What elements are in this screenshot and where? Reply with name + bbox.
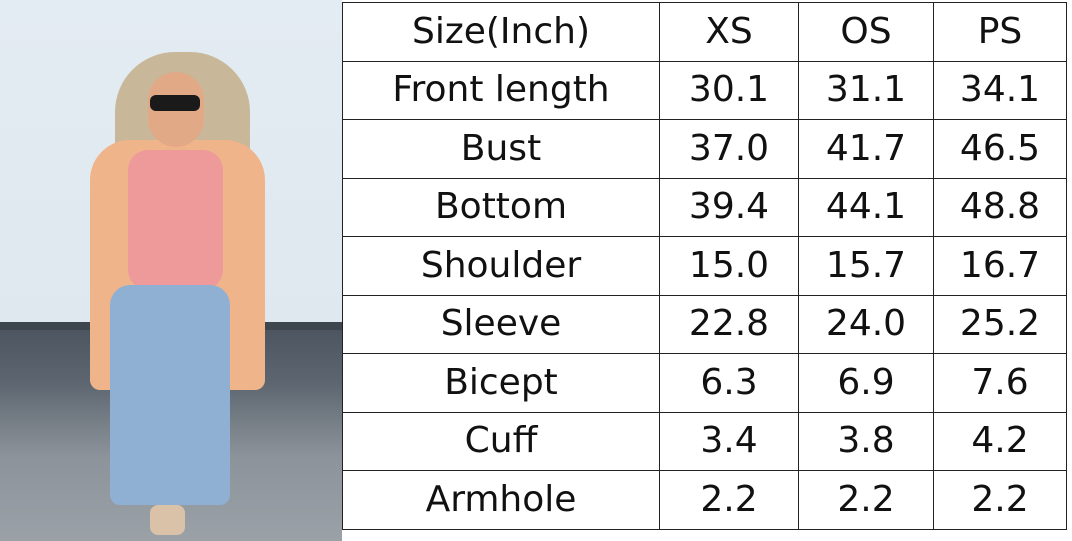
cell-os: 44.1 — [798, 177, 934, 237]
row-label: Bust — [342, 119, 660, 179]
cell-xs: 3.4 — [659, 411, 799, 471]
table-header-row: Size(Inch) XS OS PS — [342, 2, 1067, 62]
cell-ps: 46.5 — [933, 119, 1067, 179]
cell-xs: 22.8 — [659, 294, 799, 354]
table-row: Front length 30.1 31.1 34.1 — [342, 60, 1067, 120]
cell-os: 41.7 — [798, 119, 934, 179]
cell-xs: 39.4 — [659, 177, 799, 237]
header-size-xs: XS — [659, 2, 799, 62]
table-row: Shoulder 15.0 15.7 16.7 — [342, 236, 1067, 296]
row-label: Bicept — [342, 353, 660, 413]
row-label: Bottom — [342, 177, 660, 237]
cell-ps: 16.7 — [933, 236, 1067, 296]
header-size-os: OS — [798, 2, 934, 62]
shoes — [150, 505, 185, 535]
floral-top — [128, 150, 223, 290]
cell-os: 24.0 — [798, 294, 934, 354]
cell-ps: 2.2 — [933, 470, 1067, 530]
row-label: Sleeve — [342, 294, 660, 354]
product-photo — [0, 0, 342, 541]
header-size-ps: PS — [933, 2, 1067, 62]
table-row: Armhole 2.2 2.2 2.2 — [342, 470, 1067, 530]
cell-os: 15.7 — [798, 236, 934, 296]
cell-xs: 6.3 — [659, 353, 799, 413]
row-label: Front length — [342, 60, 660, 120]
cell-xs: 37.0 — [659, 119, 799, 179]
table-row: Sleeve 22.8 24.0 25.2 — [342, 294, 1067, 354]
sunglasses — [150, 95, 200, 111]
cell-os: 6.9 — [798, 353, 934, 413]
row-label: Armhole — [342, 470, 660, 530]
cell-xs: 30.1 — [659, 60, 799, 120]
table-row: Cuff 3.4 3.8 4.2 — [342, 411, 1067, 471]
cell-ps: 4.2 — [933, 411, 1067, 471]
cell-xs: 2.2 — [659, 470, 799, 530]
row-label: Shoulder — [342, 236, 660, 296]
table-row: Bottom 39.4 44.1 48.8 — [342, 177, 1067, 237]
table-row: Bust 37.0 41.7 46.5 — [342, 119, 1067, 179]
jeans — [110, 285, 230, 505]
cell-os: 2.2 — [798, 470, 934, 530]
size-chart-table: Size(Inch) XS OS PS Front length 30.1 31.1… — [342, 2, 1067, 530]
cell-ps: 7.6 — [933, 353, 1067, 413]
row-label: Cuff — [342, 411, 660, 471]
cell-xs: 15.0 — [659, 236, 799, 296]
cell-os: 31.1 — [798, 60, 934, 120]
table-row: Bicept 6.3 6.9 7.6 — [342, 353, 1067, 413]
cell-os: 3.8 — [798, 411, 934, 471]
cell-ps: 48.8 — [933, 177, 1067, 237]
cell-ps: 34.1 — [933, 60, 1067, 120]
cell-ps: 25.2 — [933, 294, 1067, 354]
header-label: Size(Inch) — [342, 2, 660, 62]
